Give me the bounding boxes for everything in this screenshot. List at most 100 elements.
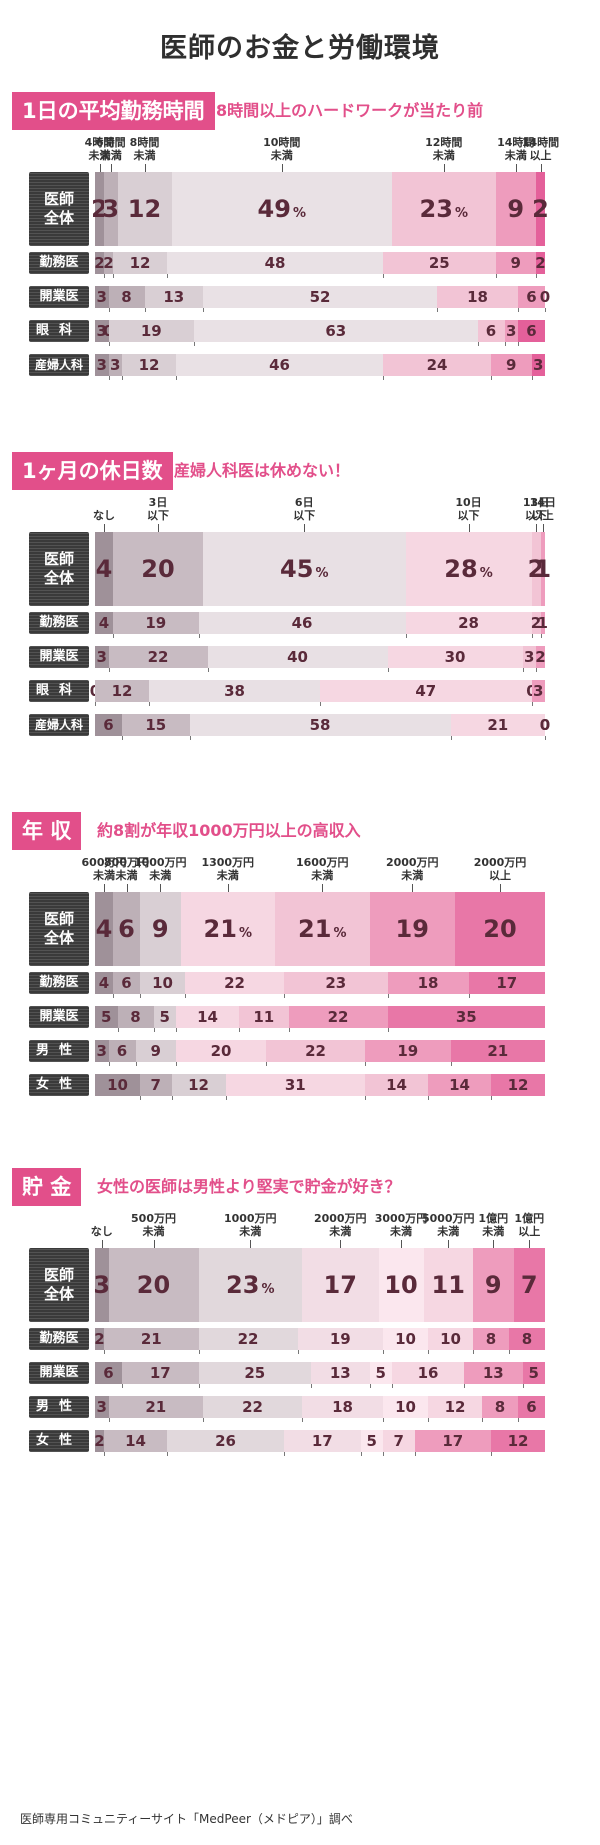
data-label-value: 3 <box>524 648 535 666</box>
bar-segment <box>113 532 203 606</box>
bar-segment <box>198 1248 302 1322</box>
segment-tick <box>198 1384 200 1388</box>
category-pointer <box>469 524 470 532</box>
bar-segment <box>387 646 523 668</box>
bar-segment <box>387 1006 545 1028</box>
bar-segment <box>531 680 545 702</box>
segment-tick <box>392 1384 393 1388</box>
bar-segment <box>365 1074 428 1096</box>
segment-tick <box>207 668 209 672</box>
bar-segment <box>275 892 370 966</box>
bar-segment <box>117 1006 154 1028</box>
bar-segment <box>392 1362 464 1384</box>
category-pointer <box>500 884 501 892</box>
data-label-value: 52 <box>309 288 331 306</box>
data-label: 6 <box>518 320 545 342</box>
bar-segment <box>194 320 478 342</box>
segment-tick <box>522 1384 524 1388</box>
data-label-value: 20 <box>210 1042 232 1060</box>
data-label-value: 7 <box>150 1076 161 1094</box>
data-label-value: 3 <box>96 1398 107 1416</box>
bar-segment <box>531 612 541 634</box>
segment-tick <box>311 1384 312 1388</box>
bar-segment <box>473 1248 514 1322</box>
segment-tick <box>369 1384 371 1388</box>
bar-segment <box>95 1074 140 1096</box>
bar-segment <box>95 714 122 736</box>
category-pointer <box>493 1240 494 1248</box>
data-label: 18 <box>388 972 469 994</box>
data-label-value: 12 <box>507 1432 529 1450</box>
data-label-value: 23 <box>325 974 347 992</box>
data-label: 18 <box>437 286 518 308</box>
data-label-value: 4 <box>95 915 113 943</box>
row-label-text: 勤務医 <box>39 615 79 630</box>
bar-row: 3 21 22 18 10 12 8 6 <box>95 1396 545 1418</box>
bar-segment <box>144 286 203 308</box>
bar-segment <box>95 252 104 274</box>
segment-tick <box>104 1350 105 1354</box>
chart-subtitle: 女性の医師は男性より堅実で貯金が好き？ <box>97 1177 401 1196</box>
bar-segment <box>95 286 109 308</box>
bar-segment <box>180 892 275 966</box>
data-label-value: 21 <box>140 1330 162 1348</box>
data-label-value: 63 <box>325 322 347 340</box>
data-label-value: 9 <box>150 1042 161 1060</box>
data-label-value: 3 <box>96 322 107 340</box>
bar-segment <box>491 1074 545 1096</box>
data-label-value: 21 <box>203 915 237 943</box>
category-label: 3000万円 未満 <box>375 1212 428 1238</box>
data-label: 21 <box>451 1040 546 1062</box>
data-label: 28% <box>406 532 532 606</box>
data-label-value: 21 <box>487 716 509 734</box>
data-label: 26 <box>167 1430 284 1452</box>
data-label: 22 <box>289 1006 388 1028</box>
data-label: 6 <box>95 1362 122 1384</box>
bar-segment <box>189 714 451 736</box>
data-label-value: 19 <box>329 1330 351 1348</box>
row-label: 開業医 <box>29 1006 89 1028</box>
segment-tick <box>108 376 110 380</box>
category-label: 13日 以下 <box>523 496 549 522</box>
data-label: 22 <box>266 1040 365 1062</box>
data-label: 1 <box>534 532 552 606</box>
segment-tick <box>135 1062 137 1066</box>
category-label: 1300万円 未満 <box>201 856 254 882</box>
data-label: 16 <box>392 1362 464 1384</box>
data-label-value: 6 <box>103 1364 114 1382</box>
segment-tick <box>320 702 321 706</box>
data-label-value: 17 <box>149 1364 171 1382</box>
data-label-value: 48 <box>264 254 286 272</box>
data-label: 21% <box>181 892 276 966</box>
data-label-unit: % <box>479 565 493 581</box>
data-label-value: 17 <box>323 1271 357 1299</box>
chart-title: 年 収 <box>12 812 82 850</box>
bar-segment <box>185 972 284 994</box>
category-label: 4時間 未満 <box>85 136 115 162</box>
bar-segment <box>176 354 383 376</box>
row-label-text: 医師全体 <box>43 910 74 947</box>
segment-tick <box>405 634 407 638</box>
data-label: 12 <box>113 252 167 274</box>
data-label-value: 5 <box>375 1364 386 1382</box>
data-label-value: 12 <box>507 1076 529 1094</box>
bar-segment <box>140 892 181 966</box>
row-label-text: 医師全体 <box>43 1266 74 1303</box>
data-label: 22 <box>199 1328 298 1350</box>
source-credit: 医師専用コミュニティーサイト「MedPeer（メドピア）」調べ <box>20 1812 353 1826</box>
data-label-value: 31 <box>284 1076 306 1094</box>
bar-segment <box>383 1430 415 1452</box>
data-label-value: 3 <box>533 356 544 374</box>
bar-segment <box>369 1362 392 1384</box>
category-pointer <box>401 1240 402 1248</box>
data-label-value: 5 <box>101 1008 112 1026</box>
data-label: 30 <box>388 646 523 668</box>
bar-segment <box>284 972 388 994</box>
category-label: 6時間 未満 <box>96 136 126 162</box>
data-label: 6 <box>113 972 140 994</box>
data-label-value: 20 <box>483 915 517 943</box>
data-label: 9 <box>140 892 181 966</box>
category-pointer <box>282 164 283 172</box>
segment-tick <box>176 1062 177 1066</box>
segment-tick <box>360 1452 362 1456</box>
